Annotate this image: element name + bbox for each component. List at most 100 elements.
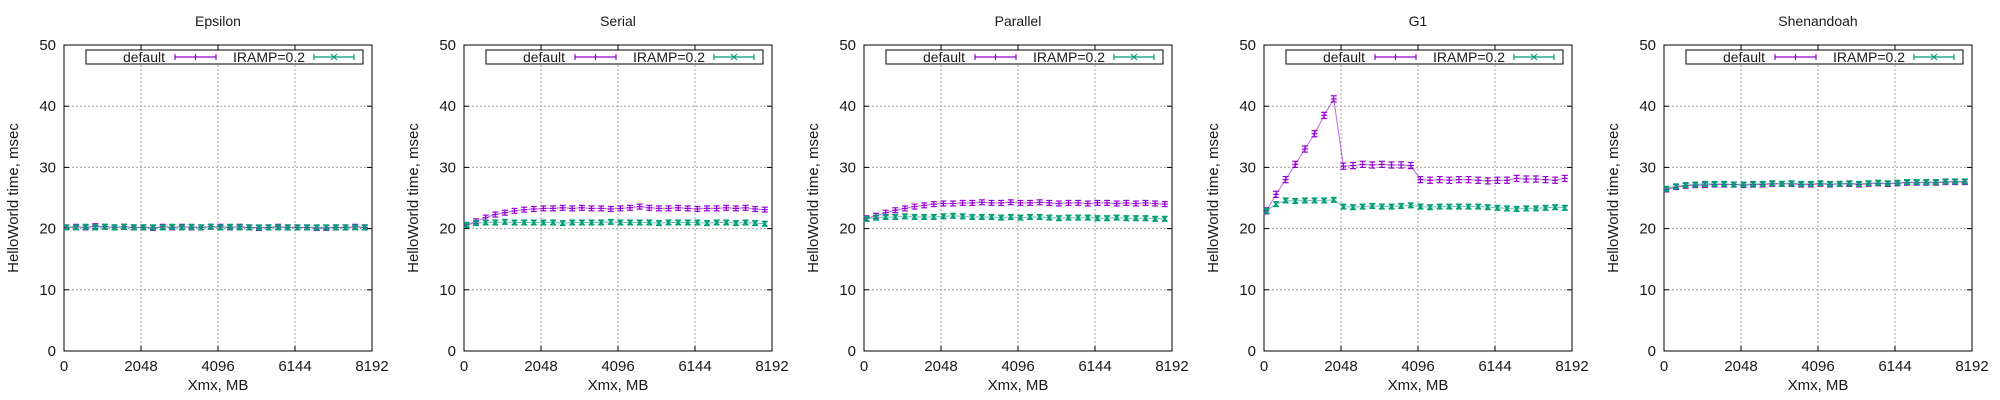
data-point	[1446, 176, 1453, 184]
panel-parallel: Parallel 0 10 20 30 40 50 0 2048 4096 6144 8192 Xmx,…	[805, 13, 1189, 394]
cross-marker	[617, 219, 624, 226]
chart-title: Parallel	[995, 13, 1042, 29]
cross-marker	[1007, 214, 1014, 220]
data-point	[1407, 161, 1414, 170]
data-point	[521, 219, 528, 226]
data-point	[342, 224, 349, 231]
data-point	[1161, 201, 1168, 208]
cross-marker	[275, 224, 282, 231]
cross-marker	[1769, 180, 1776, 187]
chart-title: Epsilon	[195, 13, 241, 29]
x-axis-label: Xmx, MB	[988, 377, 1049, 394]
data-point	[1475, 203, 1482, 210]
y-tick-label: 40	[39, 98, 56, 115]
series-iramp	[1663, 178, 1968, 192]
y-tick-label: 50	[439, 37, 456, 54]
cross-marker	[1436, 203, 1443, 210]
legend-label-default: default	[123, 49, 165, 65]
cross-marker	[1455, 203, 1462, 210]
cross-marker	[1388, 203, 1395, 210]
cross-marker	[1104, 215, 1110, 222]
data-point	[463, 221, 470, 228]
data-point	[1017, 199, 1024, 206]
data-point	[1132, 200, 1139, 207]
series-default	[863, 199, 1168, 222]
series-iramp	[463, 218, 768, 228]
series-line	[466, 221, 765, 226]
data-point	[207, 223, 214, 230]
y-tick-label: 10	[1239, 282, 1256, 299]
cross-marker	[1894, 179, 1901, 186]
cross-marker	[1055, 215, 1062, 222]
cross-marker	[352, 224, 359, 231]
y-tick-label: 10	[439, 282, 456, 299]
data-point	[901, 205, 908, 212]
y-tick-label: 20	[1239, 221, 1256, 238]
legend-sample-default	[1774, 54, 1817, 60]
data-point	[1075, 199, 1082, 206]
cross-marker	[588, 219, 595, 226]
data-point	[1350, 204, 1357, 211]
data-point	[598, 219, 605, 226]
data-point	[332, 224, 339, 231]
data-point	[1113, 200, 1120, 207]
cross-marker	[492, 219, 499, 226]
data-point	[1427, 204, 1434, 211]
data-point	[1321, 111, 1328, 120]
panel-g1: G1 0 10 20 30 40 50 0 2048 4096 6144 8192 Xmx, MB Hel…	[1205, 13, 1589, 394]
data-point	[1330, 95, 1337, 103]
cross-marker	[1292, 198, 1299, 204]
cross-marker	[294, 224, 301, 231]
data-point	[1292, 198, 1299, 205]
legend-label-default: default	[523, 49, 565, 65]
cross-marker	[1075, 214, 1082, 221]
cross-marker	[511, 219, 518, 226]
data-point	[140, 224, 147, 231]
cross-marker	[598, 219, 605, 226]
data-point	[1407, 202, 1414, 209]
data-point	[1084, 214, 1091, 221]
data-point	[284, 224, 291, 231]
cross-marker	[752, 220, 759, 227]
chart-title: G1	[1409, 13, 1428, 29]
cross-marker	[1865, 180, 1872, 187]
cross-marker	[1673, 183, 1679, 190]
cross-marker	[540, 219, 547, 226]
data-point	[159, 224, 166, 231]
x-tick-label: 2048	[1724, 358, 1757, 375]
y-tick-label: 0	[48, 343, 56, 360]
legend-sample-iramp	[1113, 53, 1155, 61]
data-point	[550, 219, 557, 226]
data-point	[1301, 145, 1308, 153]
panel-shenandoah: Shenandoah 0 10 20 30 40 50 0 2048 4096 6144 8192 Xm…	[1605, 13, 1989, 394]
x-tick-label: 2048	[1324, 358, 1357, 375]
data-point	[188, 223, 195, 230]
data-point	[352, 224, 359, 231]
data-point	[950, 212, 957, 219]
data-point	[304, 224, 311, 231]
data-point	[482, 214, 489, 221]
cross-marker	[704, 220, 710, 227]
data-point	[684, 205, 691, 212]
data-point	[1007, 199, 1014, 206]
data-point	[1711, 180, 1718, 187]
cross-marker	[1446, 203, 1453, 210]
cross-marker	[1046, 214, 1053, 221]
data-point	[1884, 180, 1891, 187]
y-tick-label: 10	[1639, 282, 1656, 299]
cross-marker	[1701, 180, 1708, 187]
y-tick-label: 30	[1639, 159, 1656, 176]
legend-box	[85, 49, 364, 65]
chart-title: Serial	[600, 13, 636, 29]
data-point	[1827, 180, 1834, 187]
data-point	[950, 200, 957, 207]
cross-marker	[1532, 205, 1539, 212]
data-point	[1378, 203, 1385, 210]
series-line	[1265, 97, 1565, 212]
data-point	[732, 205, 739, 212]
data-point	[1427, 176, 1434, 184]
series-default	[1663, 179, 1968, 193]
cross-marker	[1359, 203, 1366, 210]
x-tick-label: 8192	[1155, 358, 1188, 375]
